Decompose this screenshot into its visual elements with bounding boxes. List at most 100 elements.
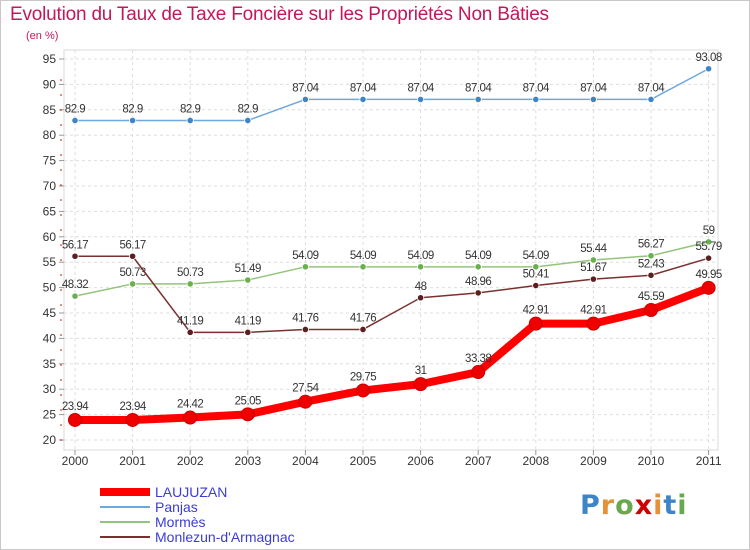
data-label: 50.73 <box>177 267 203 279</box>
data-point <box>701 280 716 295</box>
data-point <box>301 263 309 271</box>
data-point <box>413 377 428 392</box>
y-tick-label: 35 <box>43 357 57 371</box>
data-label: 93.08 <box>695 52 721 64</box>
y-tick-label: 40 <box>43 331 57 345</box>
logo-letter: i <box>653 490 664 521</box>
axis-dot <box>60 409 62 411</box>
data-point <box>704 238 713 246</box>
data-label: 51.49 <box>235 263 261 275</box>
axis-dot <box>60 364 62 366</box>
data-label: 25.05 <box>235 395 261 407</box>
axis-dot <box>60 169 62 171</box>
axis-dot <box>60 274 62 276</box>
data-point <box>129 116 137 125</box>
data-label: 56.27 <box>638 239 664 251</box>
data-point <box>474 263 482 271</box>
x-tick-label: 2001 <box>119 454 146 468</box>
data-label: 87.04 <box>465 82 492 94</box>
data-point <box>240 407 255 422</box>
axis-dot <box>60 259 62 261</box>
data-point <box>71 252 79 260</box>
legend-label: Mormès <box>155 514 206 530</box>
data-label: 33.38 <box>465 353 491 365</box>
series-line-monlezun-d-armagnac <box>75 255 709 334</box>
x-tick-label: 2002 <box>177 454 204 468</box>
data-point <box>586 316 601 331</box>
data-label: 52.43 <box>638 258 664 270</box>
data-point <box>589 95 598 104</box>
data-point <box>298 394 313 409</box>
data-label: 27.54 <box>292 383 319 395</box>
legend-swatch <box>100 506 150 508</box>
axis-dot <box>60 334 62 336</box>
data-label: 41.76 <box>350 312 376 324</box>
x-tick-label: 2003 <box>234 454 261 468</box>
legend-label: LAUJUZAN <box>155 484 228 500</box>
plot-area <box>63 49 719 451</box>
data-label: 42.91 <box>523 305 549 317</box>
legend-label: Monlezun-d'Armagnac <box>155 529 295 545</box>
data-point <box>71 292 79 300</box>
data-point <box>301 325 309 334</box>
data-label: 82.9 <box>180 103 200 115</box>
data-point <box>644 303 658 318</box>
data-label: 56.17 <box>119 239 145 251</box>
data-label: 59 <box>703 225 715 237</box>
series-line-laujuzan <box>75 284 711 424</box>
data-point <box>356 383 370 398</box>
data-point <box>474 95 482 104</box>
data-label: 82.9 <box>238 103 258 115</box>
data-point <box>186 116 194 125</box>
data-point <box>647 252 655 260</box>
data-point <box>647 271 655 279</box>
x-tick-label: 2000 <box>62 454 89 468</box>
axis-dot <box>60 394 62 396</box>
data-point <box>532 263 540 271</box>
data-label: 56.17 <box>62 239 88 251</box>
axis-dot <box>60 124 62 126</box>
data-label: 54.09 <box>523 250 549 262</box>
data-label: 54.09 <box>350 250 376 262</box>
data-label: 31 <box>415 365 427 377</box>
legend-swatch <box>100 536 150 538</box>
data-label: 87.04 <box>580 82 607 94</box>
axis-dot <box>60 94 62 96</box>
data-label: 41.76 <box>292 312 318 324</box>
data-point <box>244 328 252 336</box>
data-label: 82.9 <box>122 103 142 115</box>
axis-dot <box>60 439 62 441</box>
data-label: 87.04 <box>523 82 550 94</box>
data-point <box>244 116 252 125</box>
y-tick-label: 20 <box>43 433 57 447</box>
data-label: 55.79 <box>695 241 721 253</box>
logo-letter: i <box>677 490 688 521</box>
data-point <box>647 95 655 104</box>
data-point <box>704 254 713 262</box>
data-label: 87.04 <box>407 82 434 94</box>
data-point <box>704 65 713 73</box>
series-line-morm-s <box>74 241 709 297</box>
chart-title: Evolution du Taux de Taxe Foncière sur l… <box>10 4 549 25</box>
data-point <box>129 252 137 260</box>
data-point <box>71 116 79 125</box>
data-label: 87.04 <box>350 82 377 94</box>
x-tick-label: 2004 <box>292 454 319 468</box>
axis-dot <box>60 154 62 156</box>
y-tick-label: 65 <box>43 204 57 218</box>
data-label: 23.94 <box>119 401 146 413</box>
data-label: 42.91 <box>580 305 606 317</box>
logo-letter: P <box>580 490 601 521</box>
axis-dot <box>60 79 62 81</box>
data-label: 45.59 <box>638 291 664 303</box>
y-tick-label: 50 <box>43 281 57 295</box>
data-point <box>359 325 367 334</box>
data-point <box>68 412 82 427</box>
data-point <box>359 95 367 104</box>
data-label: 48 <box>415 281 427 293</box>
series-line-panjas <box>75 68 709 122</box>
data-label: 41.19 <box>177 315 203 327</box>
data-label: 50.73 <box>119 267 145 279</box>
logo-letter: r <box>600 490 616 521</box>
